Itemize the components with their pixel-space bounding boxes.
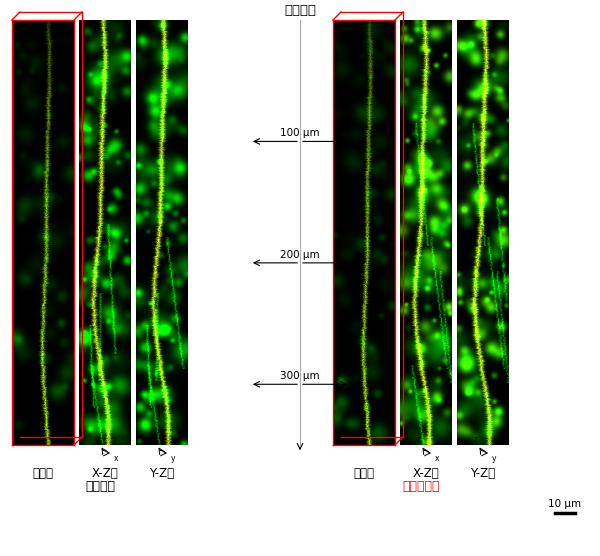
Text: X-Z面: X-Z面 [92,467,118,480]
Bar [136,20,188,445]
Text: 従来手法: 従来手法 [85,480,115,493]
Text: x: x [114,454,119,463]
Bar [400,20,452,445]
Text: 10 μm: 10 μm [548,499,581,509]
Text: y: y [171,454,176,463]
Text: 200 μm: 200 μm [280,250,320,260]
Text: 300 μm: 300 μm [280,371,320,381]
Bar [79,20,131,445]
Text: X-Z面: X-Z面 [413,467,439,480]
Bar [12,20,74,445]
Text: 100 μm: 100 μm [280,128,320,138]
Text: Y-Z面: Y-Z面 [470,467,496,480]
Text: 立体図: 立体図 [32,467,53,480]
Text: Y-Z面: Y-Z面 [149,467,175,480]
Text: 立体図: 立体図 [353,467,374,480]
Text: z: z [96,435,100,444]
Bar [457,20,509,445]
Text: z: z [474,435,478,444]
Text: y: y [492,454,497,463]
Bar [333,20,395,445]
Text: z: z [153,435,157,444]
Text: x: x [435,454,439,463]
Text: スパムナム: スパムナム [402,480,440,493]
Text: 試料表面: 試料表面 [284,4,316,17]
Text: z: z [417,435,421,444]
